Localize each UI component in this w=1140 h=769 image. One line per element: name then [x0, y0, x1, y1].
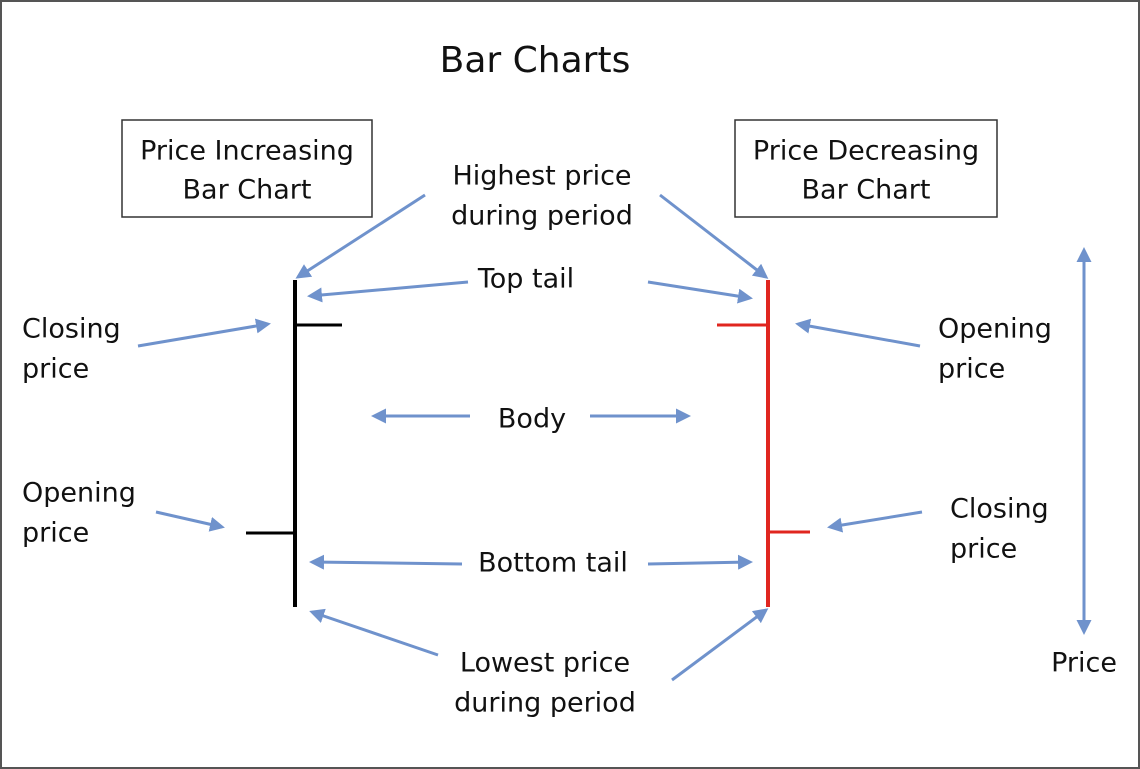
box-text: Bar Chart: [802, 175, 931, 206]
arrows: [137, 193, 1092, 682]
label: Top tail: [477, 264, 574, 295]
box: [734, 119, 998, 218]
label: price: [950, 534, 1017, 565]
decreasing-bar: [717, 280, 810, 607]
label: Opening: [22, 478, 136, 509]
label: Lowest price: [460, 648, 630, 679]
increasing-bar: [246, 280, 342, 607]
label: Body: [498, 404, 566, 435]
label: price: [22, 354, 89, 385]
box-text: Bar Chart: [183, 175, 312, 206]
label: Price: [1051, 648, 1117, 679]
label: Closing: [22, 314, 121, 345]
box: [121, 119, 373, 218]
title: Bar Charts: [440, 40, 631, 81]
label: during period: [451, 201, 633, 232]
box-text: Price Decreasing: [753, 136, 979, 167]
label: price: [938, 354, 1005, 385]
label: during period: [454, 688, 636, 719]
box-text: Price Increasing: [140, 136, 354, 167]
label: Opening: [938, 314, 1052, 345]
label: price: [22, 518, 89, 549]
label: Closing: [950, 494, 1049, 525]
label: Bottom tail: [478, 548, 628, 579]
label: Highest price: [452, 161, 631, 192]
